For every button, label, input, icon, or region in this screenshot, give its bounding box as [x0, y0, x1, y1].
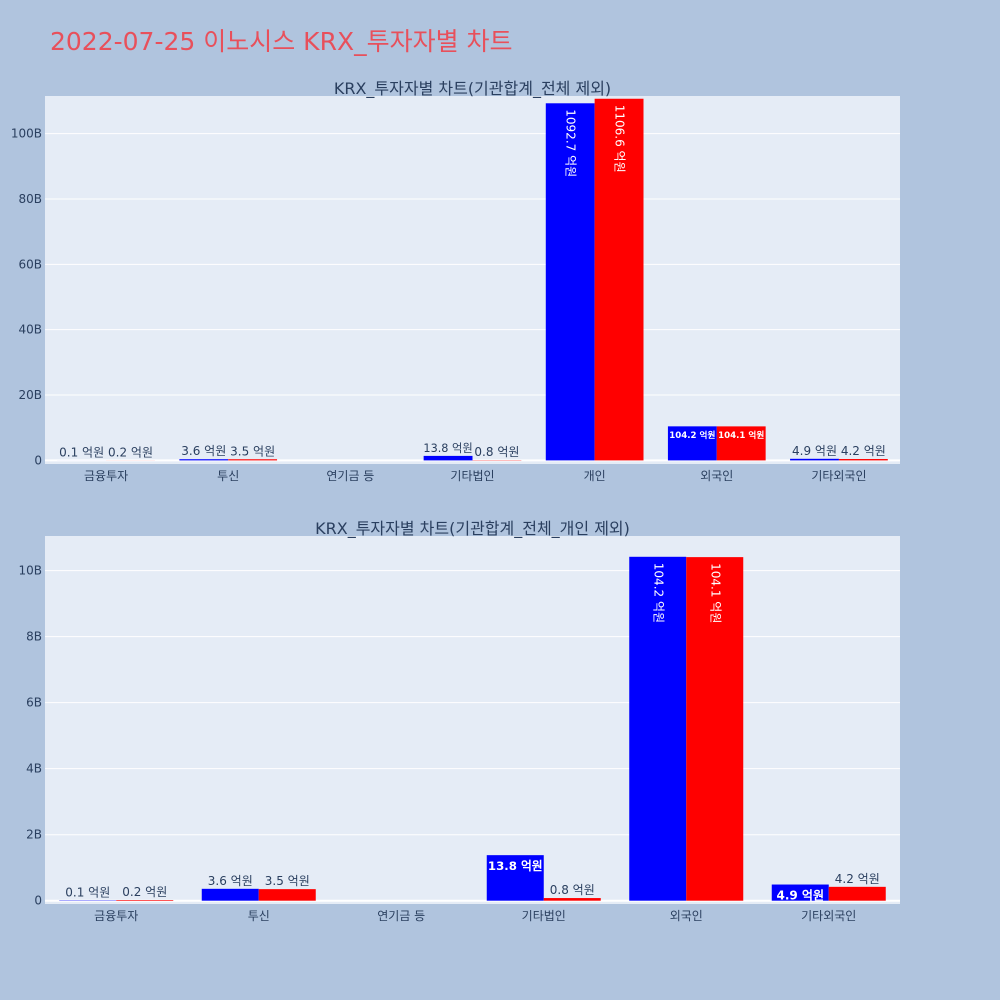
bar-label: 3.6 억원: [208, 874, 253, 888]
bar: [828, 886, 886, 901]
x-tick-label: 기타외국인: [801, 909, 856, 923]
x-tick-label: 기타외국인: [811, 469, 866, 483]
x-tick-label: 투신: [248, 909, 270, 923]
bar: [423, 455, 473, 461]
chart-title: KRX_투자자별 차트(기관합계_전체_개인 제외): [315, 519, 630, 539]
bar-label: 4.9 억원: [776, 889, 824, 903]
bar-label: 1092.7 억원: [564, 109, 578, 177]
bar-label: 3.6 억원: [181, 444, 226, 458]
y-tick-label: 8B: [26, 630, 42, 644]
x-tick-label: 기타법인: [522, 909, 566, 923]
bar: [486, 855, 544, 901]
bar: [201, 888, 259, 901]
bar: [228, 459, 278, 461]
y-tick-label: 60B: [18, 257, 42, 271]
page-title: 2022-07-25 이노시스 KRX_투자자별 차트: [50, 27, 513, 56]
bar-label: 13.8 억원: [423, 441, 472, 455]
bar-label: 13.8 억원: [488, 859, 543, 873]
bar: [543, 898, 601, 901]
bar: [686, 557, 744, 901]
bar: [667, 426, 717, 461]
bar-label: 104.2 억원: [669, 429, 715, 441]
bar-label: 0.1 억원: [59, 445, 104, 459]
bar: [716, 426, 766, 461]
bar: [594, 98, 644, 461]
bar-label: 4.2 억원: [835, 872, 880, 886]
bar: [771, 884, 829, 901]
x-tick-label: 개인: [584, 469, 606, 483]
y-tick-label: 2B: [26, 828, 42, 842]
x-tick-label: 기타법인: [450, 469, 494, 483]
x-tick-label: 투신: [217, 469, 239, 483]
bar: [629, 556, 687, 901]
y-tick-label: 6B: [26, 696, 42, 710]
investor-chart-all: KRX_투자자별 차트(기관합계_전체 제외) 0 20B 40B 60B 80B 100B…: [11, 79, 900, 483]
x-tick-label: 연기금 등: [377, 909, 425, 923]
bar-label: 0.2 억원: [122, 885, 167, 899]
bar: [258, 889, 316, 901]
y-tick-label: 40B: [18, 323, 42, 337]
bar: [179, 459, 229, 461]
bar-label: 0.8 억원: [474, 445, 519, 459]
x-tick-label: 외국인: [670, 909, 703, 923]
plot-area: [45, 536, 900, 904]
bar: [838, 459, 888, 461]
bar-label: 4.2 억원: [841, 444, 886, 458]
y-tick-label: 10B: [18, 564, 42, 578]
y-tick-label: 0: [34, 894, 42, 908]
bar: [545, 103, 595, 461]
x-tick-label: 외국인: [700, 469, 733, 483]
plot-area: [45, 96, 900, 464]
bar-label: 104.1 억원: [708, 563, 722, 623]
bar-label: 0.1 억원: [65, 885, 110, 899]
bar-label: 4.9 억원: [792, 444, 837, 458]
bar-label: 3.5 억원: [230, 444, 275, 458]
y-tick-label: 0: [34, 453, 42, 467]
y-tick-label: 100B: [11, 127, 42, 141]
bar-label: 0.8 억원: [550, 883, 595, 897]
y-tick-label: 20B: [18, 388, 42, 402]
bar: [790, 458, 839, 461]
x-tick-label: 연기금 등: [326, 469, 374, 483]
y-tick-label: 4B: [26, 762, 42, 776]
bar-label: 1106.6 억원: [613, 105, 627, 173]
bar-label: 3.5 억원: [265, 874, 310, 888]
bar-label: 104.1 억원: [718, 429, 764, 441]
x-tick-label: 금융투자: [94, 909, 138, 923]
y-tick-label: 80B: [18, 192, 42, 206]
bar: [116, 900, 174, 901]
investor-chart-excluding-individual: KRX_투자자별 차트(기관합계_전체_개인 제외) 0 2B 4B 6B 8B 10B 금융…: [18, 519, 900, 923]
bar-label: 0.2 억원: [108, 445, 153, 459]
x-tick-label: 금융투자: [84, 469, 128, 483]
chart-title: KRX_투자자별 차트(기관합계_전체 제외): [334, 79, 611, 99]
bar-label: 104.2 억원: [651, 563, 665, 623]
